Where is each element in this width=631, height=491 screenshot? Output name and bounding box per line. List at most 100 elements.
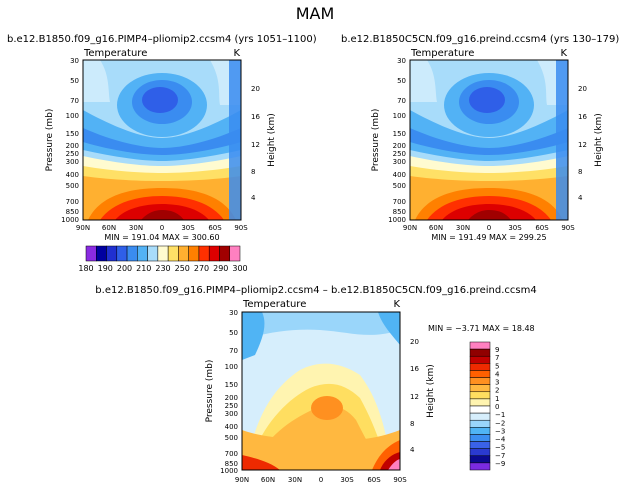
y-tick-label: 50 [397, 77, 406, 85]
colorbar-tick-label: 230 [155, 264, 170, 273]
y-axis: 30 50 70 100 150 200 250 300 400 500 700… [205, 309, 238, 475]
units-label: K [233, 48, 240, 59]
x-tick-label: 30S [340, 476, 354, 484]
height-tick-label: 8 [410, 420, 414, 428]
colorbar-tick-label: 180 [78, 264, 93, 273]
height-axis: 20 16 12 8 4 Height (km) [578, 85, 604, 202]
y-tick-label: 400 [66, 171, 79, 179]
variable-label: Temperature [83, 48, 147, 59]
x-tick-label: 90N [76, 224, 90, 232]
contour-band [83, 60, 110, 102]
colorbar-swatch [469, 384, 491, 393]
units-label: K [393, 299, 400, 310]
y-tick-label: 200 [225, 394, 238, 402]
height-axis-label: Height (km) [267, 113, 277, 167]
height-axis: 20 16 12 8 4 Height (km) [410, 338, 436, 454]
colorbar-tick-label: −9 [495, 460, 505, 468]
y-tick-label: 150 [66, 130, 79, 138]
height-axis: 20 16 12 8 4 Height (km) [251, 85, 277, 202]
y-tick-label: 850 [225, 460, 238, 468]
y-tick-label: 700 [393, 198, 406, 206]
x-tick-label: 60S [535, 224, 549, 232]
min-max-stats: MIN = 191.04 MAX = 300.60 [104, 233, 219, 242]
colorbar-swatch [469, 434, 491, 442]
contour-band [142, 87, 178, 113]
variable-label: Temperature [410, 48, 474, 59]
contour-band [468, 210, 511, 220]
y-tick-label: 300 [66, 158, 79, 166]
units-label: K [560, 48, 567, 59]
colorbar-swatch [469, 377, 491, 385]
x-axis: 90N 60N 30N 0 30S 60S 90S [403, 224, 575, 232]
y-tick-label: 100 [393, 112, 406, 120]
colorbar-swatch [469, 363, 491, 371]
x-axis: 90N 60N 30N 0 30S 60S 90S [235, 476, 407, 484]
y-tick-label: 850 [393, 208, 406, 216]
colorbar-tick-label: 5 [495, 362, 499, 370]
y-tick-label: 30 [70, 57, 79, 65]
y-tick-label: 70 [229, 347, 238, 355]
colorbar-tick-label: 190 [98, 264, 113, 273]
x-tick-label: 60N [429, 224, 443, 232]
height-tick-label: 16 [410, 365, 419, 373]
height-tick-label: 4 [410, 446, 415, 454]
y-tick-label: 300 [393, 158, 406, 166]
colorbar-swatch [219, 245, 230, 262]
panel-bottom: b.e12.B1850.f09_g16.PIMP4–pliomip2.ccsm4… [95, 285, 536, 484]
colorbar-swatch [106, 245, 118, 262]
contour-band [242, 430, 400, 470]
height-tick-label: 20 [578, 85, 587, 93]
height-axis-label: Height (km) [594, 113, 604, 167]
colorbar-tick-label: −7 [495, 452, 505, 460]
colorbar-swatch [469, 412, 491, 421]
panel-top-left: b.e12.B1850.f09_g16.PIMP4–pliomip2.ccsm4… [7, 34, 317, 242]
colorbar-swatch [469, 398, 491, 407]
x-tick-label: 60N [261, 476, 275, 484]
figure-title: MAM [296, 4, 335, 23]
y-tick-label: 150 [225, 381, 238, 389]
colorbar-tick-label: 7 [495, 354, 499, 362]
colorbar-swatch [85, 245, 97, 262]
colorbar-tick-label: 250 [175, 264, 190, 273]
y-tick-label: 200 [393, 142, 406, 150]
colorbar-swatch [469, 391, 491, 400]
y-tick-label: 400 [225, 423, 238, 431]
x-tick-label: 30S [181, 224, 195, 232]
y-tick-label: 1000 [61, 216, 79, 224]
y-tick-label: 30 [229, 309, 238, 317]
colorbar-tick-label: −4 [495, 436, 506, 444]
colorbar-swatch [126, 245, 138, 262]
colorbar-tick-label: −3 [495, 427, 505, 435]
colorbar-swatch [178, 245, 189, 262]
colorbar-swatch [167, 245, 179, 262]
contour-band [141, 210, 184, 220]
height-tick-label: 12 [578, 141, 587, 149]
x-tick-label: 90S [393, 476, 407, 484]
plot-frame [82, 59, 242, 221]
height-tick-label: 8 [251, 168, 255, 176]
colorbar-tick-label: 300 [232, 264, 247, 273]
colorbar-swatch [116, 245, 128, 262]
colorbar-swatch [469, 448, 491, 457]
x-tick-label: 60S [208, 224, 222, 232]
colorbar-swatch [96, 245, 107, 262]
x-axis: 90N 60N 30N 0 30S 60S 90S [76, 224, 248, 232]
y-tick-label: 300 [225, 410, 238, 418]
colorbar-swatch [469, 455, 491, 464]
panel-top-right: b.e12.B1850C5CN.f09_g16.preind.ccsm4 (yr… [341, 34, 619, 242]
y-axis-label: Pressure (mb) [45, 109, 55, 172]
y-tick-label: 400 [393, 171, 406, 179]
y-tick-label: 50 [70, 77, 79, 85]
colorbar-tick-label: 0 [495, 403, 499, 411]
x-tick-label: 90N [403, 224, 417, 232]
contour-field [83, 60, 241, 220]
height-tick-label: 4 [251, 194, 256, 202]
colorbar-tick-label: 9 [495, 346, 499, 354]
x-tick-label: 30N [129, 224, 143, 232]
height-tick-label: 20 [410, 338, 419, 346]
contour-band [556, 60, 568, 220]
x-tick-label: 60N [102, 224, 116, 232]
height-axis-label: Height (km) [426, 364, 436, 418]
